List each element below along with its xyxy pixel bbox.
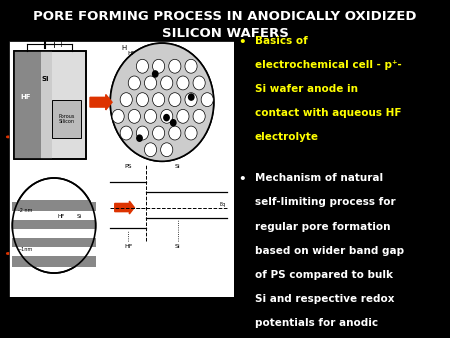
Bar (13, 202, 95, 211)
Text: of PS compared to bulk: of PS compared to bulk (255, 270, 393, 280)
Text: Eq: Eq (220, 202, 226, 208)
Circle shape (161, 76, 173, 90)
Bar (13, 256, 95, 267)
Text: HF: HF (124, 244, 132, 248)
Bar (13, 238, 95, 247)
Circle shape (171, 120, 176, 126)
Text: HF: HF (127, 51, 136, 56)
Bar (13, 220, 95, 230)
Text: HF: HF (21, 94, 31, 100)
Text: regular pore formation: regular pore formation (255, 221, 390, 232)
Circle shape (112, 110, 124, 123)
Bar (13, 230, 95, 238)
Bar (13, 230, 95, 238)
Text: •: • (238, 35, 246, 49)
Circle shape (153, 93, 165, 106)
Bar (14, 51, 86, 159)
Circle shape (136, 93, 148, 106)
Text: Si: Si (41, 76, 49, 82)
Text: Si: Si (76, 214, 81, 219)
Circle shape (120, 93, 132, 106)
Text: self-limiting process for: self-limiting process for (255, 197, 395, 208)
Circle shape (161, 143, 173, 157)
Circle shape (177, 110, 189, 123)
Circle shape (137, 135, 142, 141)
Circle shape (169, 93, 181, 106)
Circle shape (110, 43, 214, 161)
Bar (14, 51, 86, 159)
Circle shape (189, 94, 194, 100)
Circle shape (177, 76, 189, 90)
Bar (13, 247, 95, 256)
Circle shape (136, 126, 148, 140)
Circle shape (144, 143, 157, 157)
Text: electrochemical cell - p⁺-: electrochemical cell - p⁺- (255, 60, 401, 70)
Text: ~1nm: ~1nm (17, 247, 32, 252)
Text: H: H (121, 45, 126, 51)
Bar (13, 238, 95, 247)
Circle shape (144, 110, 157, 123)
Text: •: • (238, 173, 246, 186)
Text: based on wider band gap: based on wider band gap (255, 246, 404, 256)
Text: HF: HF (57, 214, 64, 219)
Circle shape (13, 178, 95, 273)
Circle shape (169, 126, 181, 140)
Circle shape (120, 126, 132, 140)
Text: electrolyte: electrolyte (255, 132, 319, 142)
Circle shape (193, 110, 205, 123)
Text: Basics of: Basics of (255, 35, 307, 46)
Text: Mechanism of natural: Mechanism of natural (255, 173, 383, 183)
Bar (13, 211, 95, 220)
Text: PORE FORMING PROCESS IN ANODICALLY OXIDIZED
SILICON WAFERS: PORE FORMING PROCESS IN ANODICALLY OXIDI… (33, 10, 417, 40)
Text: PS: PS (125, 164, 132, 169)
Text: contact with aqueous HF: contact with aqueous HF (255, 108, 401, 118)
Circle shape (144, 76, 157, 90)
Bar (13, 211, 95, 220)
Circle shape (161, 110, 173, 123)
Circle shape (185, 126, 197, 140)
Bar (40, 51, 52, 159)
Bar (13, 256, 95, 267)
Text: Si and respective redox: Si and respective redox (255, 294, 394, 304)
Text: potentials for anodic: potentials for anodic (255, 318, 378, 328)
Circle shape (169, 59, 181, 73)
Circle shape (136, 59, 148, 73)
Bar (13, 220, 95, 230)
Circle shape (128, 110, 140, 123)
Circle shape (153, 126, 165, 140)
Circle shape (185, 59, 197, 73)
FancyBboxPatch shape (9, 41, 234, 297)
FancyArrow shape (90, 95, 112, 110)
Bar (52, 100, 81, 138)
Text: Si: Si (175, 164, 180, 169)
Text: Porous
Silicon: Porous Silicon (58, 114, 75, 124)
Bar (13, 200, 95, 211)
Circle shape (193, 76, 205, 90)
Text: +: + (57, 40, 64, 49)
Text: -: - (37, 40, 40, 49)
Circle shape (110, 43, 214, 161)
Circle shape (164, 115, 169, 121)
Bar (14, 51, 40, 159)
Text: -2 nm: -2 nm (18, 208, 32, 213)
Bar (13, 247, 95, 256)
Text: Si: Si (175, 244, 180, 248)
Circle shape (185, 93, 197, 106)
Text: Si wafer anode in: Si wafer anode in (255, 84, 358, 94)
Circle shape (153, 71, 158, 77)
Circle shape (153, 59, 165, 73)
FancyArrow shape (115, 201, 134, 214)
Circle shape (201, 93, 213, 106)
Circle shape (128, 76, 140, 90)
